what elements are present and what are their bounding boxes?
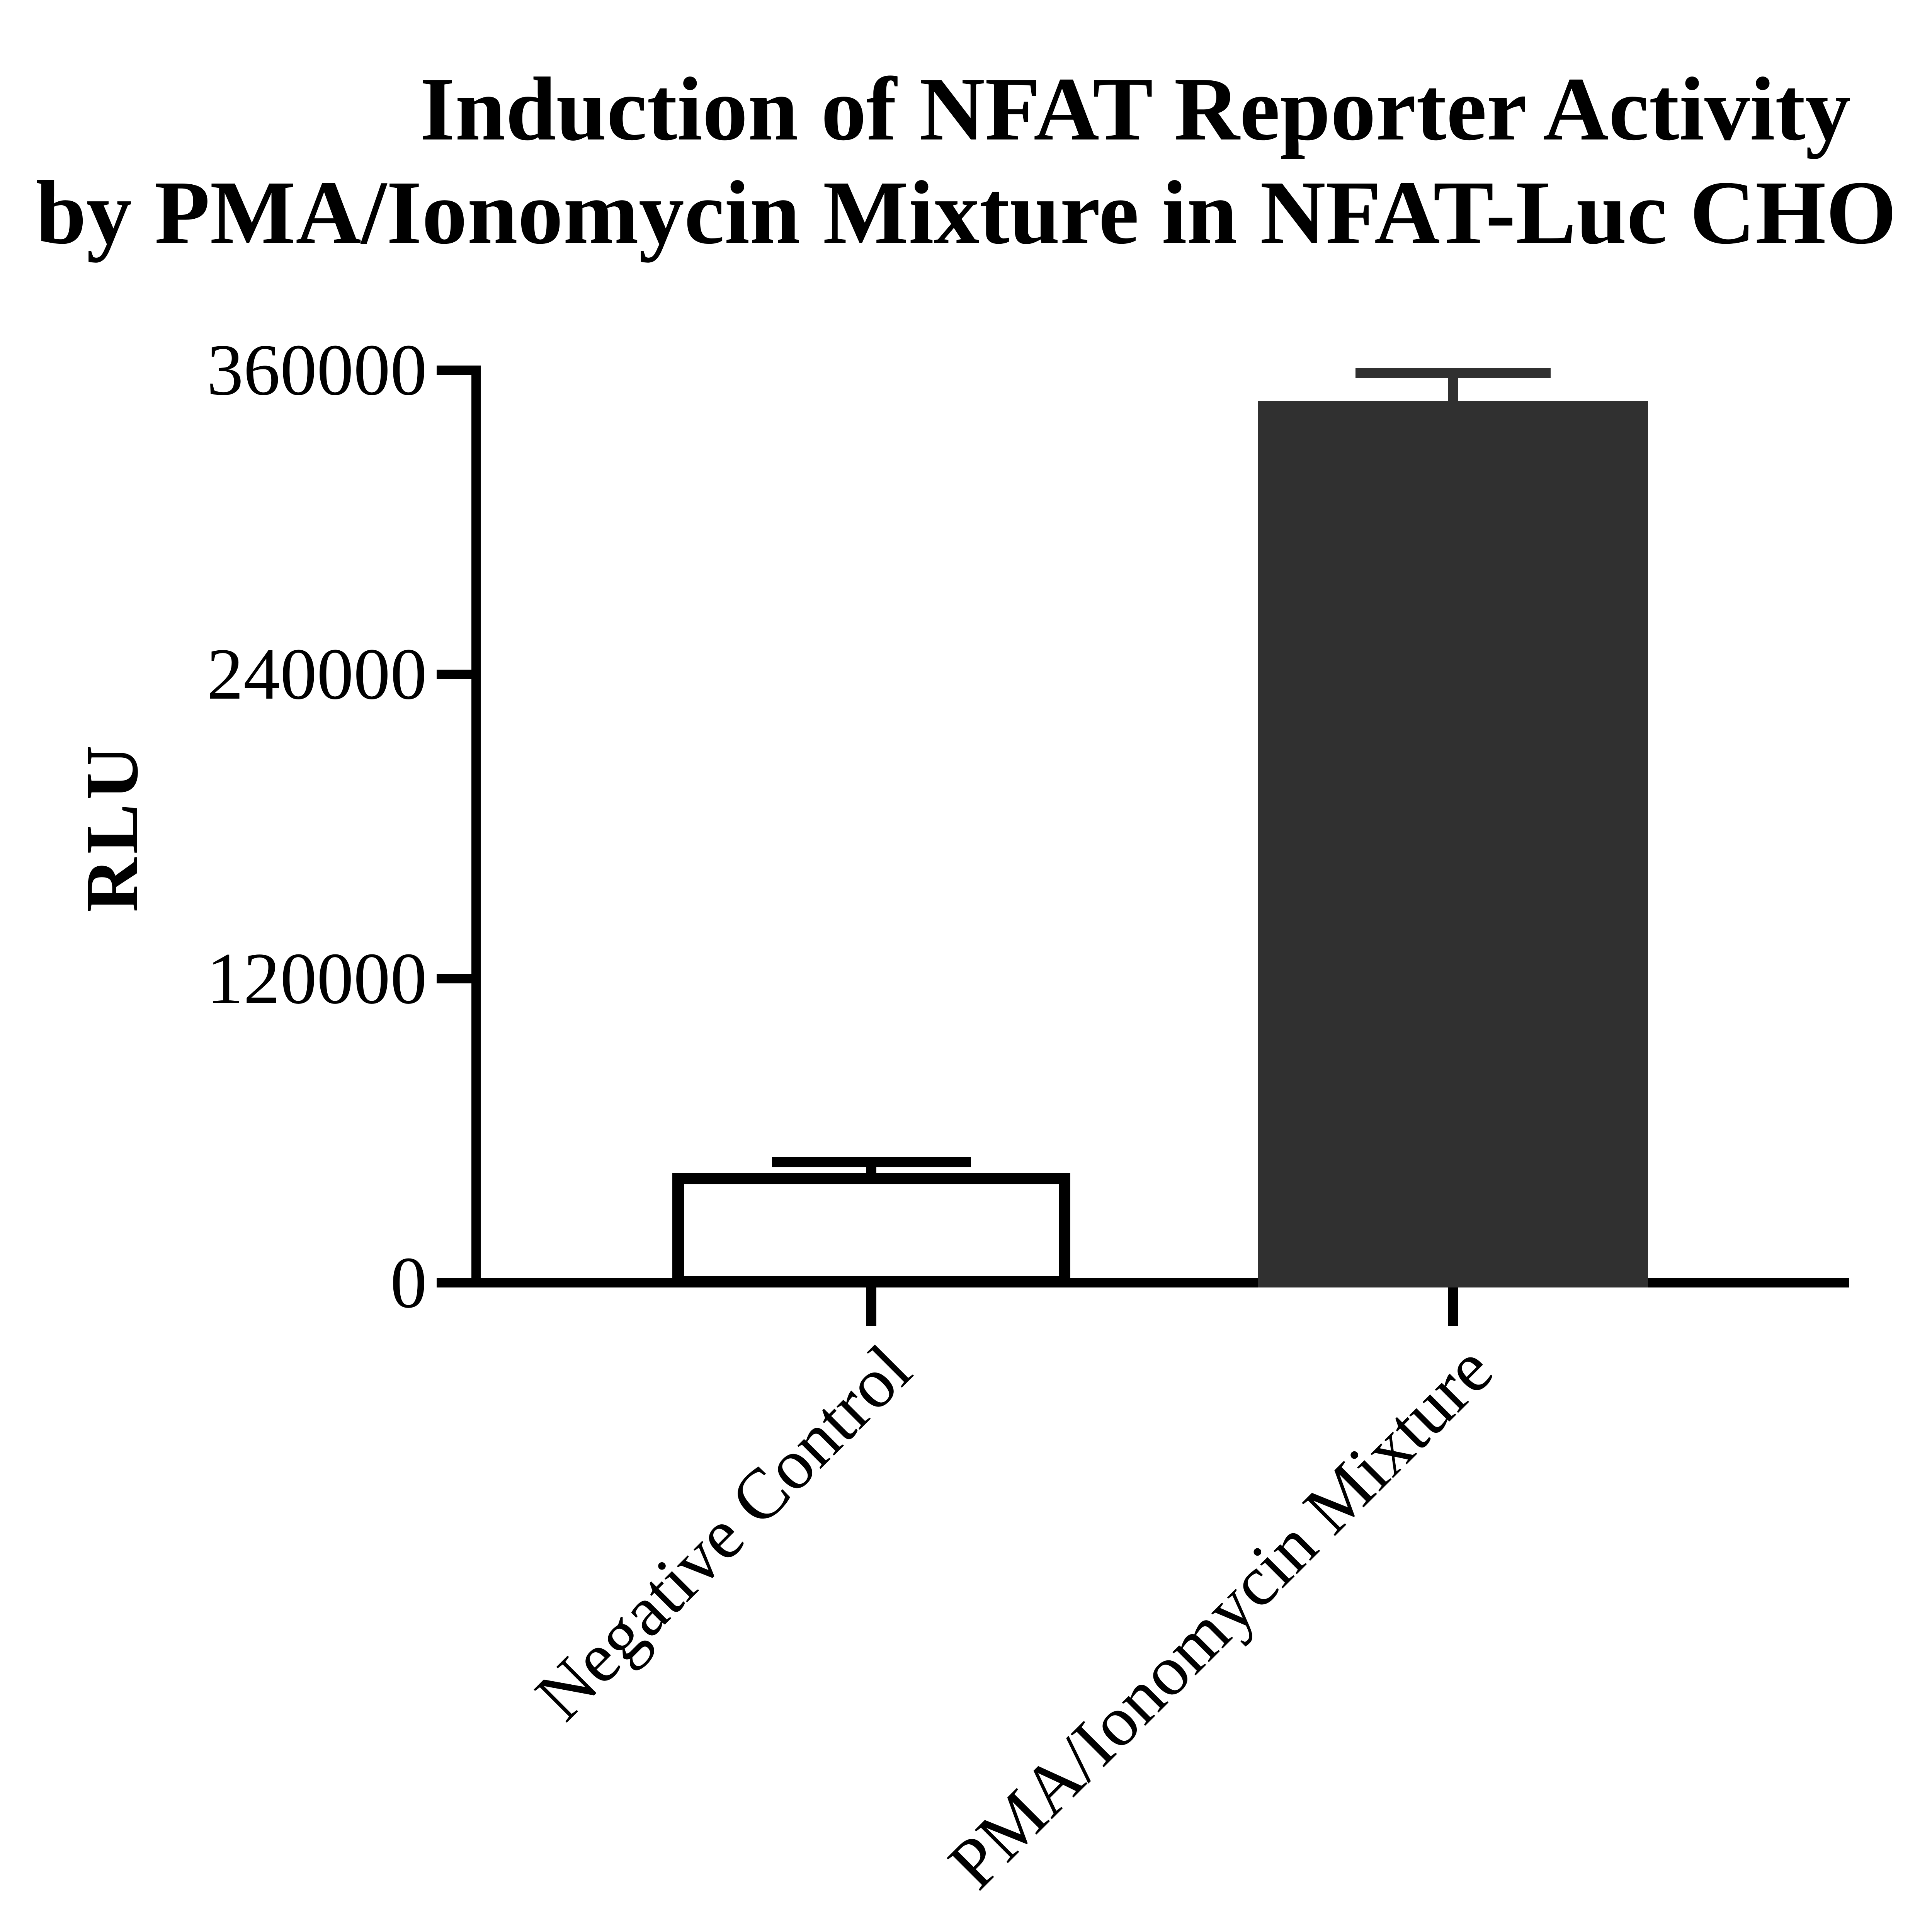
y-axis-line [471, 366, 481, 1287]
bar-pma-ionomycin-mixture [1258, 400, 1648, 1287]
bar-negative-control [672, 1172, 1070, 1287]
x-category-label: Negative Control [520, 1330, 926, 1736]
y-tick-label: 240000 [207, 634, 427, 715]
x-tick-mark [866, 1287, 876, 1326]
error-bar-cap [772, 1157, 971, 1168]
error-bar-cap [1355, 367, 1551, 378]
chart-title-line-1: Induction of NFAT Reporter Activity [420, 59, 1851, 159]
x-category-label: PMA/Ionomycin Mixture [934, 1330, 1508, 1904]
chart-title-line-2: by PMA/Ionomycin Mixture in NFAT-Luc CHO… [36, 162, 1932, 263]
chart-title: Induction of NFAT Reporter Activity by P… [0, 57, 1932, 264]
y-tick-mark [437, 670, 481, 679]
y-tick-mark [437, 366, 481, 375]
x-tick-mark [1448, 1287, 1458, 1326]
y-tick-label: 120000 [207, 938, 427, 1019]
y-tick-mark [437, 974, 481, 983]
y-tick-mark [437, 1278, 481, 1287]
y-tick-label: 360000 [207, 330, 427, 411]
y-tick-label: 0 [390, 1242, 427, 1323]
